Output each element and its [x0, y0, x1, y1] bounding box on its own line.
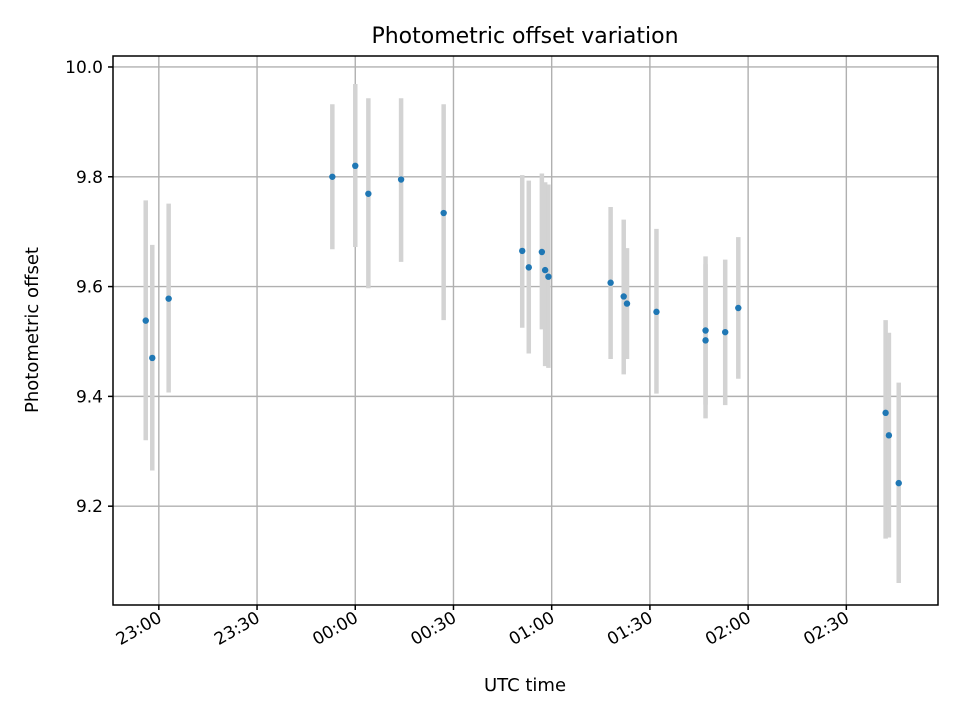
y-tick-label: 9.4 — [76, 387, 103, 407]
y-axis-label: Photometric offset — [22, 247, 43, 413]
x-tick-label: 23:00 — [113, 608, 165, 650]
data-point — [397, 176, 405, 183]
plot-frame — [112, 55, 939, 606]
x-tick-label: 00:00 — [309, 608, 361, 650]
x-tick-label: 02:00 — [702, 608, 754, 650]
data-point — [365, 190, 372, 197]
data-point — [149, 354, 156, 362]
data-point — [545, 273, 552, 280]
y-tick-label: 10.0 — [65, 58, 103, 78]
y-tick-label: 9.2 — [76, 497, 103, 517]
data-point — [735, 304, 742, 312]
data-point — [525, 264, 532, 271]
x-tick-label: 00:30 — [408, 608, 460, 650]
data-point — [541, 266, 549, 274]
data-point — [329, 173, 336, 180]
data-point — [142, 317, 149, 324]
data-point — [352, 162, 359, 169]
x-tick-label: 01:00 — [506, 608, 558, 650]
x-tick-label: 23:30 — [211, 608, 263, 650]
x-axis-label: UTC time — [484, 675, 566, 696]
data-point — [653, 308, 660, 316]
data-point — [702, 327, 709, 334]
chart-title: Photometric offset variation — [371, 24, 678, 49]
data-point — [882, 409, 889, 417]
y-tick-label: 9.8 — [76, 168, 103, 188]
axis-ticks: 23:00 23:30 00:00 00:30 01:00 01:30 02:00 02:30… — [65, 58, 853, 650]
x-tick-label: 02:30 — [800, 608, 852, 650]
data-points — [142, 162, 902, 487]
data-point — [519, 247, 526, 255]
data-point — [895, 479, 902, 487]
x-tick-label: 01:30 — [604, 608, 656, 650]
data-point — [702, 337, 709, 344]
data-point — [620, 293, 627, 300]
data-point — [885, 432, 893, 439]
data-point — [538, 248, 546, 256]
grid-lines — [113, 56, 938, 605]
data-point — [607, 279, 614, 286]
data-point — [722, 328, 729, 336]
error-bars — [143, 83, 901, 584]
y-tick-label: 9.6 — [76, 278, 103, 298]
data-point — [440, 209, 447, 217]
data-point — [165, 295, 172, 302]
data-point — [623, 300, 631, 307]
